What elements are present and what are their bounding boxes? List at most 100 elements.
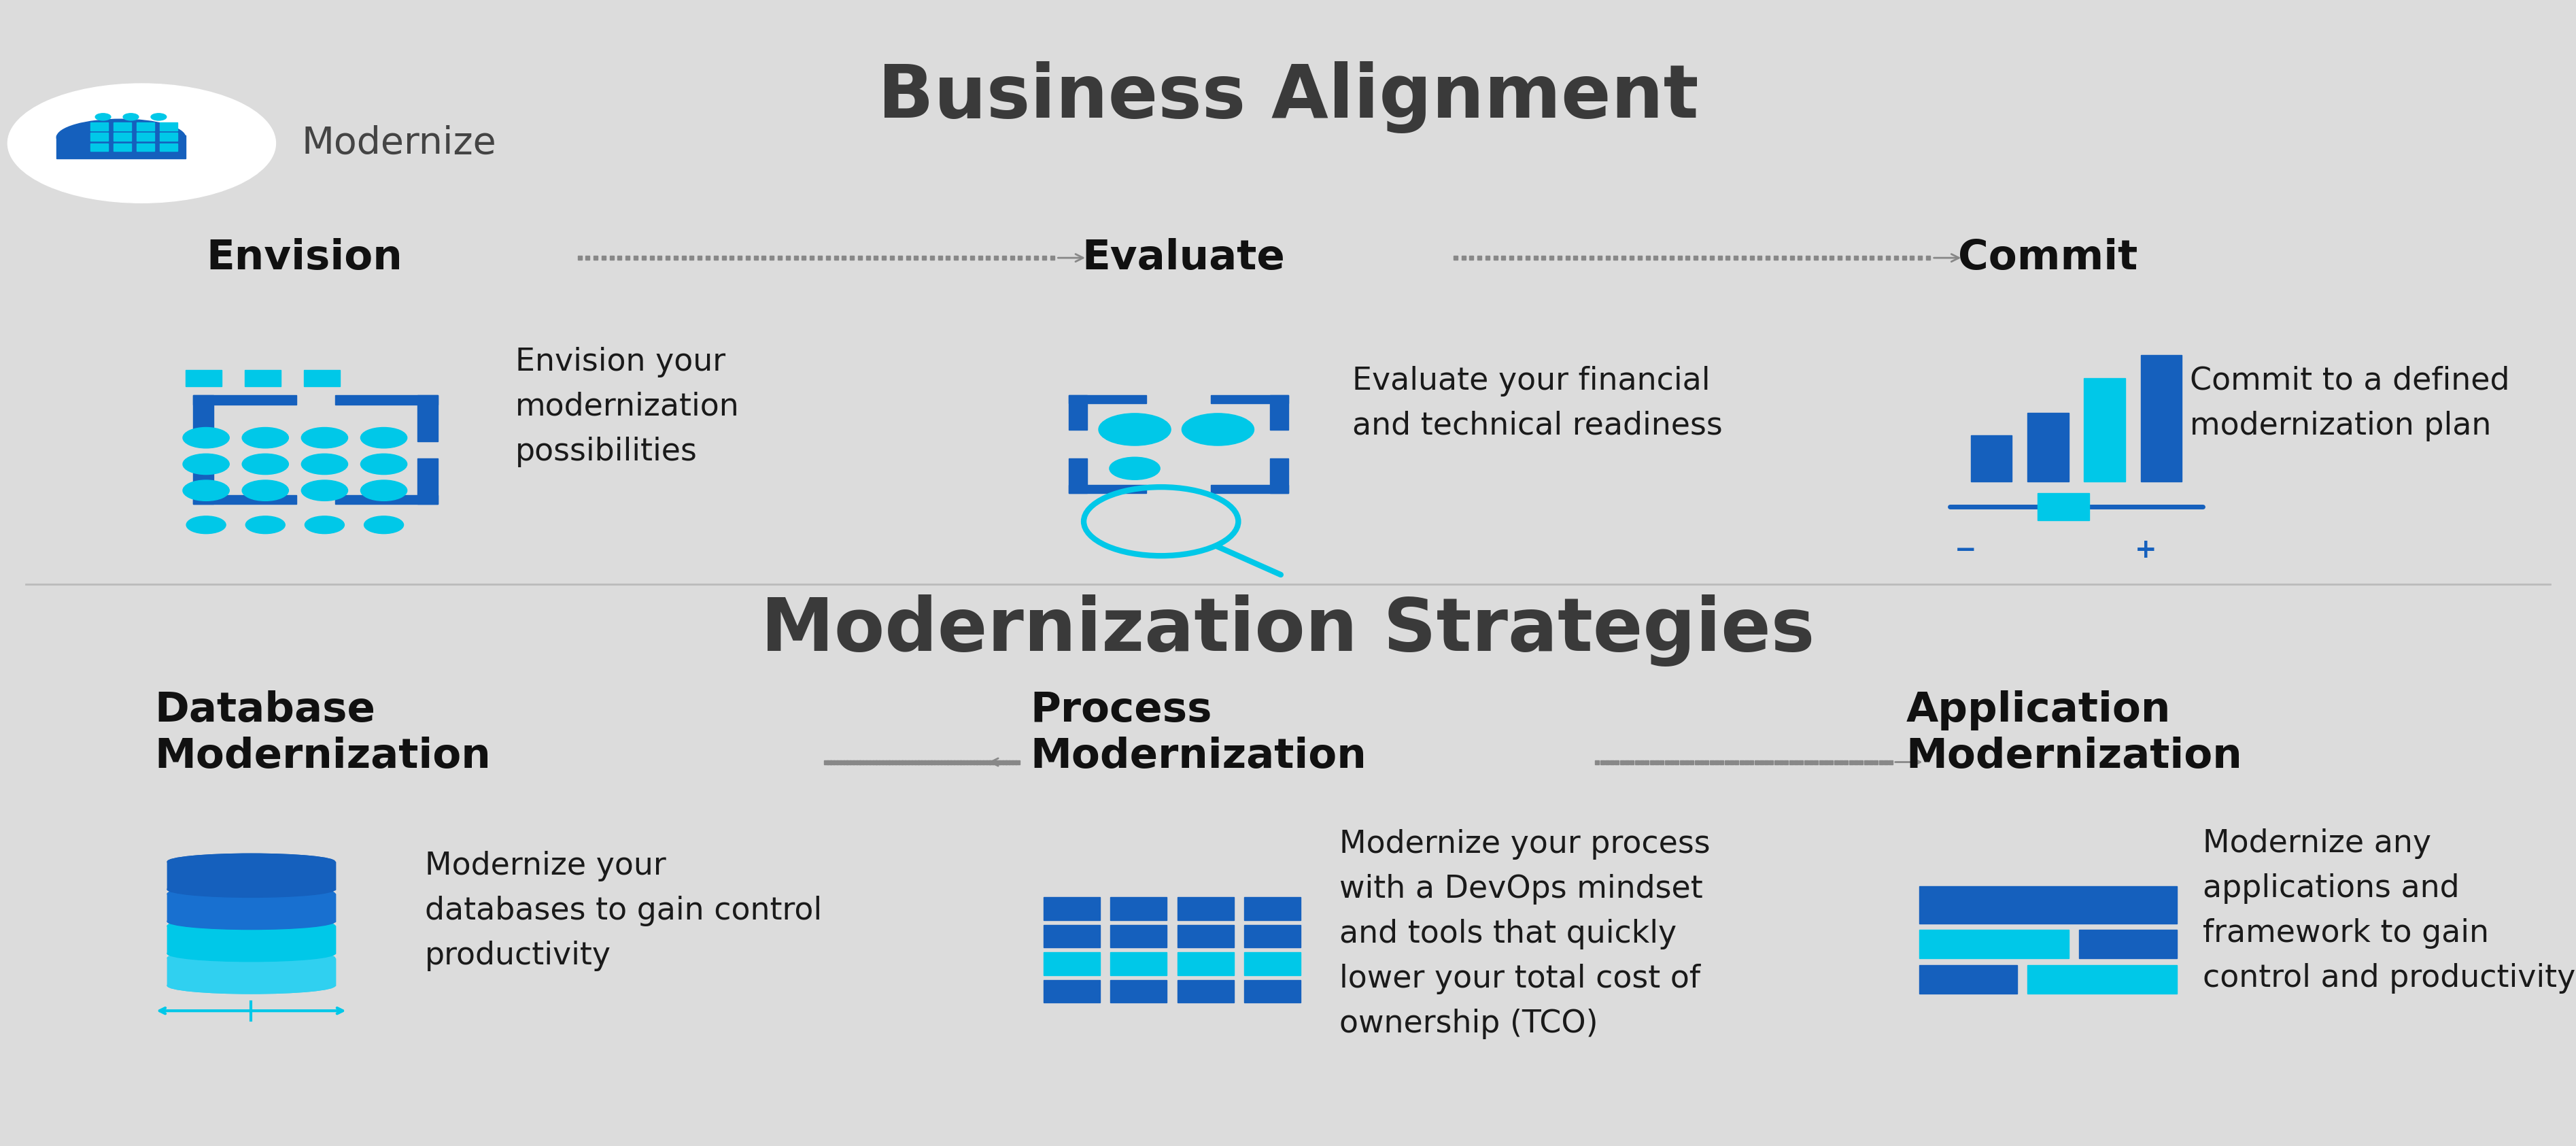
Bar [113,133,131,141]
Bar [1110,952,1167,975]
Bar [1177,980,1234,1003]
Text: Business Alignment: Business Alignment [878,62,1698,133]
Bar [417,395,438,441]
Ellipse shape [167,978,335,994]
Text: Modernize your process
with a DevOps mindset
and tools that quickly
lower your t: Modernize your process with a DevOps min… [1340,829,1710,1039]
Circle shape [183,427,229,448]
Circle shape [152,113,167,120]
Bar [193,395,214,441]
Text: Envision: Envision [206,237,402,278]
Bar [1069,458,1087,493]
Ellipse shape [167,854,335,870]
Bar [113,123,131,131]
Bar [1069,395,1146,403]
Circle shape [8,84,276,203]
Bar [335,395,438,405]
Bar [2038,493,2089,520]
Ellipse shape [167,881,335,897]
Bar [1069,485,1146,493]
Bar [167,926,335,953]
Text: Process
Modernization: Process Modernization [1030,690,1368,777]
Ellipse shape [167,945,335,961]
Bar [167,958,335,986]
Bar [137,143,155,151]
Ellipse shape [167,950,335,966]
Bar [1043,897,1100,920]
Circle shape [242,454,289,474]
Bar [2141,355,2182,481]
Bar [193,458,214,504]
Ellipse shape [167,918,335,934]
Bar [185,370,222,386]
Text: Modernization Strategies: Modernization Strategies [760,595,1816,666]
Bar [90,143,108,151]
Bar [167,958,335,986]
Bar [2079,929,2177,958]
Bar [193,495,296,504]
Bar [167,862,335,889]
Bar [137,133,155,141]
Bar [1177,897,1234,920]
Text: +: + [2136,537,2156,563]
Circle shape [301,454,348,474]
Ellipse shape [167,881,335,897]
Bar [160,123,178,131]
Bar [1244,897,1301,920]
Bar [1177,952,1234,975]
Bar [160,143,178,151]
Circle shape [1182,414,1255,446]
Circle shape [185,516,227,534]
Bar [90,133,108,141]
Ellipse shape [57,119,185,156]
Circle shape [95,113,111,120]
Bar [335,495,438,504]
Bar [2084,378,2125,481]
Bar [1919,886,2177,924]
Bar [193,395,296,405]
Text: Envision your
modernization
possibilities: Envision your modernization possibilitie… [515,346,739,468]
Bar [160,133,178,141]
Text: −: − [1955,537,1976,563]
Bar [167,894,335,921]
Bar [245,370,281,386]
Circle shape [1097,414,1172,446]
Text: Modernize your
databases to gain control
productivity: Modernize your databases to gain control… [425,850,822,972]
Ellipse shape [167,886,335,902]
Circle shape [183,480,229,501]
Ellipse shape [167,913,335,929]
Ellipse shape [167,945,335,961]
Bar [167,894,335,921]
Ellipse shape [167,886,335,902]
Bar [2027,413,2069,481]
Text: Commit to a defined
modernization plan: Commit to a defined modernization plan [2190,366,2509,441]
Text: Evaluate: Evaluate [1082,237,1285,278]
Circle shape [245,516,286,534]
Bar [304,370,340,386]
Text: Commit: Commit [1958,237,2138,278]
Text: Evaluate your financial
and technical readiness: Evaluate your financial and technical re… [1352,366,1723,441]
Bar [1270,458,1288,493]
Circle shape [301,480,348,501]
Ellipse shape [167,854,335,870]
Bar [1110,925,1167,948]
Bar [57,135,185,158]
Bar [1043,925,1100,948]
Bar [1270,395,1288,430]
Circle shape [361,427,407,448]
Bar [1919,929,2069,958]
Text: Modernize: Modernize [301,125,497,162]
Circle shape [183,454,229,474]
Text: Application
Modernization: Application Modernization [1906,690,2244,777]
Text: Modernize any
applications and
framework to gain
control and productivity: Modernize any applications and framework… [2202,829,2576,994]
Bar [1244,952,1301,975]
Circle shape [124,113,139,120]
Text: Database
Modernization: Database Modernization [155,690,492,777]
Circle shape [1110,457,1159,480]
Bar [167,926,335,953]
Circle shape [361,480,407,501]
Bar [1919,965,2017,994]
Circle shape [242,427,289,448]
Circle shape [304,516,345,534]
Ellipse shape [167,913,335,929]
Bar [137,123,155,131]
